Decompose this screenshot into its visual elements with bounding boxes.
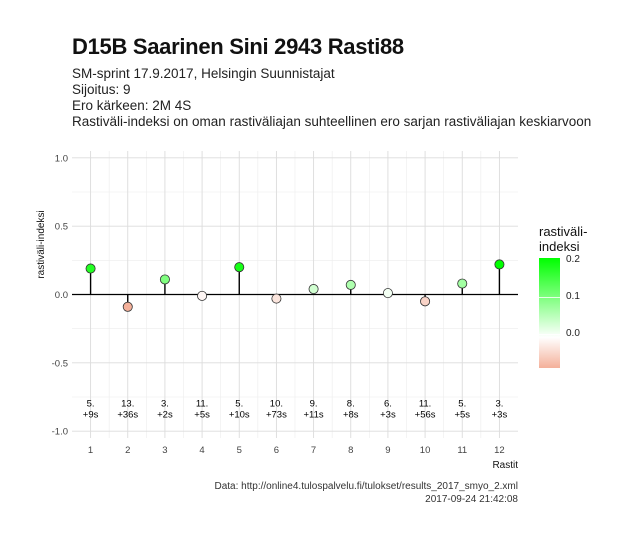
legend-label-high: 0.2	[566, 254, 580, 265]
diff-label: +5s	[194, 410, 210, 421]
rank-label: 9.	[310, 399, 318, 410]
legend-title: rastiväli- indeksi	[539, 224, 588, 254]
data-point	[159, 274, 170, 285]
diff-label: +56s	[415, 410, 436, 421]
x-tick-label: 1	[88, 445, 93, 456]
legend-color-bar	[539, 258, 560, 368]
subtitle-line-1: SM-sprint 17.9.2017, Helsingin Suunnista…	[72, 66, 335, 81]
rank-label: 5.	[235, 399, 243, 410]
diff-label: +9s	[83, 410, 99, 421]
x-tick-label: 5	[237, 445, 242, 456]
data-point	[122, 301, 133, 312]
data-point	[85, 263, 96, 274]
data-point	[494, 259, 505, 270]
legend-label-mid: 0.1	[566, 291, 580, 302]
y-tick-label: 0.5	[55, 222, 68, 233]
x-axis-label: Rastit	[492, 460, 518, 471]
diff-label: +2s	[157, 410, 173, 421]
y-tick-label: -1.0	[52, 427, 68, 438]
diff-label: +10s	[229, 410, 250, 421]
subtitle-line-2: Sijoitus: 9	[72, 82, 131, 97]
chart-title: D15B Saarinen Sini 2943 Rasti88	[72, 34, 404, 59]
legend-label-zero: 0.0	[566, 328, 580, 339]
x-tick-label: 7	[311, 445, 316, 456]
x-tick-label: 12	[494, 445, 505, 456]
legend-tick	[539, 334, 560, 335]
rank-label: 11.	[419, 399, 432, 410]
data-point	[271, 293, 282, 304]
y-axis-label: rastiväli-indeksi	[36, 210, 47, 278]
x-tick-label: 4	[199, 445, 204, 456]
data-point	[234, 262, 245, 273]
y-tick-label: -0.5	[52, 358, 68, 369]
rank-label: 5.	[87, 399, 95, 410]
x-tick-label: 8	[348, 445, 353, 456]
rank-label: 10.	[270, 399, 283, 410]
x-tick-label: 9	[385, 445, 390, 456]
subtitle-line-4: Rastiväli-indeksi on oman rastiväliajan …	[72, 114, 592, 129]
data-point	[420, 296, 431, 307]
x-tick-label: 2	[125, 445, 130, 456]
diff-label: +3s	[380, 410, 396, 421]
data-point	[345, 279, 356, 290]
y-tick-label: 1.0	[55, 153, 68, 164]
data-point	[197, 290, 208, 301]
caption-source: Data: http://online4.tulospalvelu.fi/tul…	[214, 481, 518, 492]
rank-label: 6.	[384, 399, 392, 410]
y-tick-label: 0.0	[55, 290, 68, 301]
data-point	[382, 288, 393, 299]
diff-label: +5s	[454, 410, 470, 421]
rank-label: 13.	[121, 399, 134, 410]
rank-label: 3.	[161, 399, 169, 410]
x-tick-label: 10	[420, 445, 431, 456]
diff-label: +73s	[266, 410, 287, 421]
diff-label: +36s	[117, 410, 138, 421]
diff-label: +11s	[303, 410, 323, 421]
rank-label: 8.	[347, 399, 355, 410]
data-point	[308, 284, 319, 295]
x-tick-label: 6	[274, 445, 279, 456]
rank-label: 5.	[458, 399, 466, 410]
legend-tick	[539, 297, 560, 298]
diff-label: +8s	[343, 410, 359, 421]
rank-label: 3.	[495, 399, 503, 410]
caption-timestamp: 2017-09-24 21:42:08	[425, 494, 518, 505]
rank-label: 11.	[196, 399, 209, 410]
subtitle-line-3: Ero kärkeen: 2M 4S	[72, 98, 192, 113]
x-tick-label: 3	[162, 445, 167, 456]
x-tick-label: 11	[457, 445, 467, 456]
diff-label: +3s	[492, 410, 508, 421]
data-point	[457, 278, 468, 289]
